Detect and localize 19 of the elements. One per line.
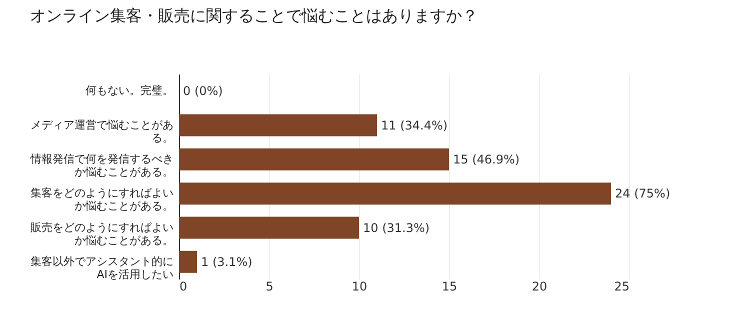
y-tick-label: 何もない。完璧。 [86, 84, 174, 98]
data-label: 10 (31.3%) [363, 220, 430, 235]
x-tick-label: 5 [266, 280, 274, 294]
y-tick-label: 販売をどのようにすればよいか悩むことがある。 [30, 220, 174, 247]
data-label: 24 (75%) [615, 186, 670, 201]
data-label: 11 (34.4%) [381, 118, 448, 132]
y-tick-label: 集客をどのようにすればよいか悩むことがある。 [30, 186, 174, 213]
x-tick-label: 10 [352, 280, 368, 294]
x-tick-label: 20 [532, 280, 548, 294]
data-label: 1 (3.1%) [201, 254, 252, 269]
x-tick-label: 15 [442, 280, 458, 294]
y-tick-label: 集客以外でアシスタント的にAIを活用したい [30, 254, 174, 281]
x-tick-label: 25 [614, 280, 630, 294]
x-tick-label: 0 [180, 280, 188, 294]
data-label: 15 (46.9%) [453, 152, 520, 166]
y-tick-label: 情報発信で何を発信するべきか悩むことがある。 [30, 152, 174, 178]
y-tick-label: メディア運営で悩むことがある。 [30, 118, 174, 144]
chart-title: オンライン集客・販売に関することで悩むことはありますか？ [30, 6, 478, 25]
data-label: 0 (0%) [183, 84, 223, 98]
